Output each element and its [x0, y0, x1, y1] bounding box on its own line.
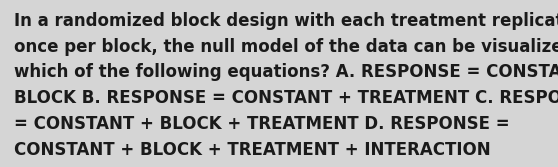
Text: which of the following equations? A. RESPONSE = CONSTANT +: which of the following equations? A. RES… — [14, 63, 558, 81]
Text: In a randomized block design with each treatment replicated: In a randomized block design with each t… — [14, 12, 558, 30]
Text: once per block, the null model of the data can be visualized via: once per block, the null model of the da… — [14, 38, 558, 56]
Text: CONSTANT + BLOCK + TREATMENT + INTERACTION: CONSTANT + BLOCK + TREATMENT + INTERACTI… — [14, 141, 490, 159]
Text: BLOCK B. RESPONSE = CONSTANT + TREATMENT C. RESPONSE: BLOCK B. RESPONSE = CONSTANT + TREATMENT… — [14, 89, 558, 107]
Text: = CONSTANT + BLOCK + TREATMENT D. RESPONSE =: = CONSTANT + BLOCK + TREATMENT D. RESPON… — [14, 115, 509, 133]
